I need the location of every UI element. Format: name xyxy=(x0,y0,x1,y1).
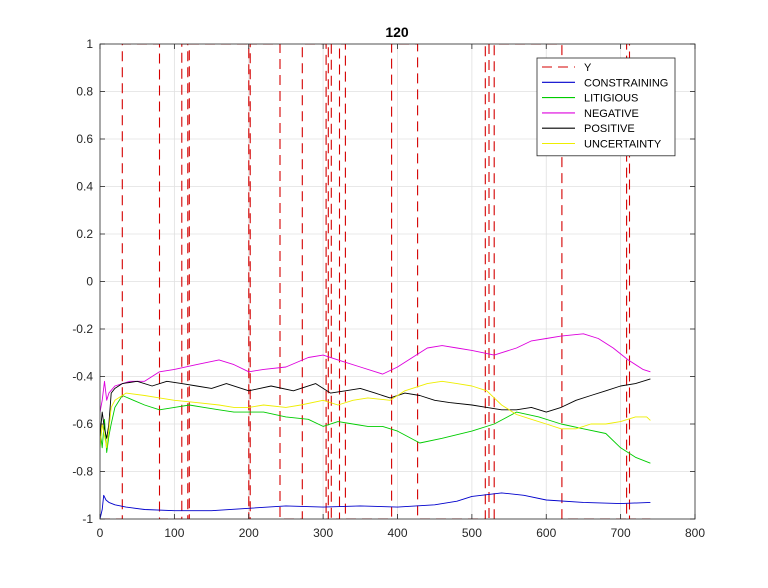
x-tick-label: 700 xyxy=(611,526,631,540)
x-tick-label: 100 xyxy=(164,526,184,540)
series-line-positive xyxy=(100,378,651,439)
y-tick-label: -0.2 xyxy=(72,322,93,336)
y-tick-label: -0.6 xyxy=(72,417,93,431)
legend-entry-litigious: LITIGIOUS xyxy=(584,93,638,105)
legend-entry-positive: POSITIVE xyxy=(584,123,635,135)
x-tick-label: 600 xyxy=(536,526,556,540)
series-line-litigious xyxy=(100,395,651,464)
legend-entry-y: Y xyxy=(584,62,592,74)
legend: Y CONSTRAINING LITIGIOUS NEGATIVE POSITIVE UN… xyxy=(536,57,676,157)
y-tick-label: -0.4 xyxy=(72,370,93,384)
y-tick-label: 1 xyxy=(86,37,93,51)
axis-ticks: 0 100 200 300 400 500 600 700 80010.80.60.40.20-… xyxy=(72,37,705,540)
legend-box xyxy=(536,57,676,157)
series-line-negative xyxy=(100,333,651,413)
legend-entry-uncertainty: UNCERTAINTY xyxy=(584,139,662,151)
chart-title: 120 xyxy=(385,24,409,40)
y-tick-label: 0.4 xyxy=(76,180,93,194)
series-line-constraining xyxy=(100,492,651,519)
series-line-uncertainty xyxy=(100,380,651,449)
x-tick-label: 500 xyxy=(462,526,482,540)
y-tick-label: 0 xyxy=(86,275,93,289)
y-tick-label: 0.2 xyxy=(76,227,93,241)
legend-entry-constraining: CONSTRAINING xyxy=(584,77,668,89)
y-tick-label: 0.8 xyxy=(76,85,93,99)
x-tick-label: 0 xyxy=(97,526,104,540)
y-tick-label: -0.8 xyxy=(72,465,93,479)
legend-entry-negative: NEGATIVE xyxy=(584,108,639,120)
x-tick-label: 200 xyxy=(239,526,259,540)
y-tick-label: -1 xyxy=(82,512,93,526)
x-tick-label: 800 xyxy=(685,526,705,540)
series-line-y xyxy=(100,44,651,519)
x-tick-label: 300 xyxy=(313,526,333,540)
y-tick-label: 0.6 xyxy=(76,132,93,146)
x-tick-label: 400 xyxy=(387,526,407,540)
series-layer xyxy=(100,44,651,519)
